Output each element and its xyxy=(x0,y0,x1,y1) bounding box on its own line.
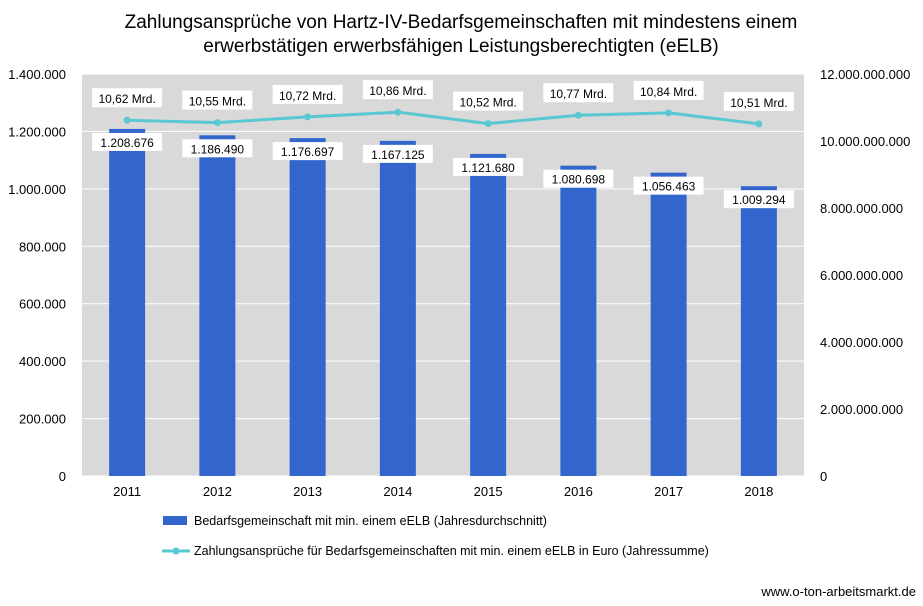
line-data-labels: 10,62 Mrd. 10,55 Mrd. 10,72 Mrd. 10,86 Mrd.… xyxy=(92,80,794,111)
line-point xyxy=(394,108,402,116)
right-tick-label: 0 xyxy=(820,469,827,484)
bar-data-label: 1.186.490 xyxy=(191,142,245,156)
legend-bar-label: Bedarfsgemeinschaft mit min. einem eELB … xyxy=(194,514,547,528)
line-label-box xyxy=(453,91,524,111)
right-tick-label: 6.000.000.000 xyxy=(820,268,903,283)
x-tick-label: 2015 xyxy=(474,484,503,499)
bar-data-label: 1.009.294 xyxy=(732,193,786,207)
bar-data-label: 1.080.698 xyxy=(552,173,606,187)
bar xyxy=(109,128,146,476)
bar-label-box xyxy=(182,139,253,158)
line-point xyxy=(123,116,131,124)
right-tick-label: 8.000.000.000 xyxy=(820,201,903,216)
line-label-box xyxy=(362,80,433,100)
line-data-label: 10,52 Mrd. xyxy=(459,96,516,110)
right-tick-label: 2.000.000.000 xyxy=(820,402,903,417)
line-label-box xyxy=(723,91,794,111)
line-point xyxy=(665,109,673,117)
bar-label-box xyxy=(272,142,343,161)
right-axis-ticks: 0 2.000.000.000 4.000.000.000 6.000.000.000… xyxy=(820,67,910,484)
line-series xyxy=(123,108,763,128)
legend-bar-swatch xyxy=(163,516,187,525)
line-data-label: 10,84 Mrd. xyxy=(640,85,697,99)
legend-line-label: Zahlungsansprüche für Bedarfsgemeinschaf… xyxy=(194,544,709,558)
x-tick-label: 2013 xyxy=(293,484,322,499)
line-label-box xyxy=(272,84,343,104)
legend: Bedarfsgemeinschaft mit min. einem eELB … xyxy=(162,514,709,558)
left-tick-label: 1.200.000 xyxy=(8,124,66,139)
line-data-label: 10,86 Mrd. xyxy=(369,84,426,98)
x-tick-label: 2018 xyxy=(744,484,773,499)
left-tick-label: 1.400.000 xyxy=(8,67,66,82)
line-point xyxy=(574,111,582,119)
chart-title-line-2: erwerbstätigen erwerbsfähigen Leistungsb… xyxy=(203,36,718,57)
bar-data-label: 1.121.680 xyxy=(461,161,515,175)
line-label-box xyxy=(92,88,163,108)
line-data-label: 10,51 Mrd. xyxy=(730,96,787,110)
bar-label-box xyxy=(92,132,163,151)
x-tick-label: 2014 xyxy=(383,484,412,499)
bar xyxy=(199,135,236,477)
left-tick-label: 0 xyxy=(59,469,66,484)
line-data-label: 10,62 Mrd. xyxy=(98,92,155,106)
bar xyxy=(379,140,416,476)
line-label-box xyxy=(633,80,704,100)
line-data-label: 10,72 Mrd. xyxy=(279,89,336,103)
x-tick-label: 2012 xyxy=(203,484,232,499)
legend-line-marker xyxy=(172,547,180,555)
left-tick-label: 1.000.000 xyxy=(8,182,66,197)
bar-label-box xyxy=(453,157,524,176)
x-tick-label: 2017 xyxy=(654,484,683,499)
right-tick-label: 4.000.000.000 xyxy=(820,335,903,350)
x-tick-label: 2016 xyxy=(564,484,593,499)
plot-area xyxy=(82,74,804,476)
left-tick-label: 400.000 xyxy=(19,354,66,369)
line-point xyxy=(213,119,221,127)
left-tick-label: 600.000 xyxy=(19,297,66,312)
left-tick-label: 200.000 xyxy=(19,412,66,427)
bar xyxy=(470,153,507,476)
bar-data-labels: 1.208.676 1.186.490 1.176.697 1.167.125 1.12… xyxy=(92,132,794,209)
line-point xyxy=(304,113,312,121)
bar-label-box xyxy=(362,144,433,163)
line-label-box xyxy=(182,90,253,110)
line-label-box xyxy=(543,83,614,103)
series-line xyxy=(127,110,760,126)
bar-label-box xyxy=(633,176,704,195)
bar xyxy=(560,165,597,476)
bar xyxy=(650,172,687,476)
left-tick-label: 800.000 xyxy=(19,239,66,254)
source-footer: www.o-ton-arbeitsmarkt.de xyxy=(760,584,916,599)
x-tick-label: 2011 xyxy=(113,484,141,499)
bar-data-label: 1.167.125 xyxy=(371,148,425,162)
line-point xyxy=(755,120,763,128)
bar-data-label: 1.208.676 xyxy=(100,136,154,150)
bar xyxy=(740,186,777,477)
right-tick-label: 12.000.000.000 xyxy=(820,67,910,82)
bar-data-label: 1.056.463 xyxy=(642,180,696,194)
bar-series xyxy=(109,128,777,477)
line-point xyxy=(484,120,492,128)
x-axis-ticks: 2011 2012 2013 2014 2015 2016 2017 2018 xyxy=(113,484,773,499)
right-tick-label: 10.000.000.000 xyxy=(820,134,910,149)
bar-label-box xyxy=(543,169,614,188)
bar-label-box xyxy=(723,190,794,209)
bar xyxy=(289,138,326,476)
chart-title-line-1: Zahlungsansprüche von Hartz-IV-Bedarfsge… xyxy=(125,12,798,33)
line-data-label: 10,55 Mrd. xyxy=(189,95,246,109)
bar-data-label: 1.176.697 xyxy=(281,145,335,159)
left-axis-ticks: 0 200.000 400.000 600.000 800.000 1.000.000 1.… xyxy=(8,67,66,484)
line-data-label: 10,77 Mrd. xyxy=(550,87,607,101)
